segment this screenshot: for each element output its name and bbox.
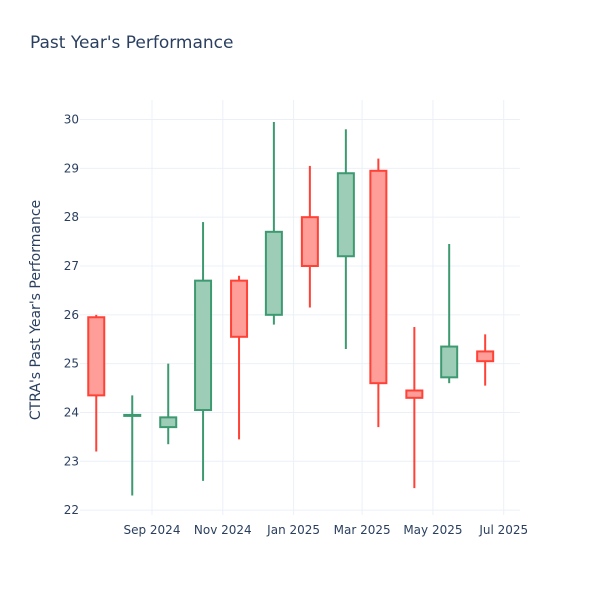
candle-body [440, 345, 459, 379]
y-tick-label: 28 [64, 210, 79, 224]
candle-body [405, 389, 424, 399]
candle [369, 158, 388, 428]
candle [87, 314, 106, 452]
candle [230, 275, 249, 440]
candle-body [159, 416, 178, 429]
candle-body [369, 169, 388, 385]
candle-body [123, 413, 142, 417]
x-tick-label: Sep 2024 [123, 523, 180, 537]
candle-body [194, 279, 213, 412]
axis-layer: 22 23 24 25 26 27 28 29 30 Sep 2024 Nov 2024 Jan 20… [64, 113, 528, 537]
y-tick-label: 26 [64, 308, 79, 322]
candle-body [336, 172, 355, 258]
y-tick-label: 23 [64, 454, 79, 468]
x-tick-label: May 2025 [403, 523, 462, 537]
y-tick-label: 25 [64, 357, 79, 371]
x-tick-label: Mar 2025 [334, 523, 391, 537]
x-tick-label: Jan 2025 [266, 523, 320, 537]
candle-body [87, 316, 106, 397]
x-tick-label: Jul 2025 [478, 523, 528, 537]
y-axis-label: CTRA's Past Year's Performance [28, 200, 44, 420]
y-tick-label: 29 [64, 161, 79, 175]
grid-layer [80, 100, 520, 515]
candle [159, 363, 178, 445]
candle-body [476, 350, 495, 363]
candle [336, 129, 355, 349]
candle [476, 334, 495, 386]
candles-layer [87, 121, 495, 496]
candle [300, 165, 319, 308]
candle-body [300, 216, 319, 267]
candle-body [264, 230, 283, 316]
candle [123, 395, 142, 496]
y-tick-label: 22 [64, 503, 79, 517]
y-tick-label: 27 [64, 259, 79, 273]
candle [264, 121, 283, 325]
x-tick-label: Nov 2024 [194, 523, 252, 537]
y-tick-label: 30 [64, 113, 79, 127]
chart-title: Past Year's Performance [30, 33, 234, 53]
y-tick-label: 24 [64, 405, 79, 419]
candle-body [230, 279, 249, 338]
candle [440, 244, 459, 384]
candle [194, 222, 213, 481]
candle [405, 327, 424, 489]
